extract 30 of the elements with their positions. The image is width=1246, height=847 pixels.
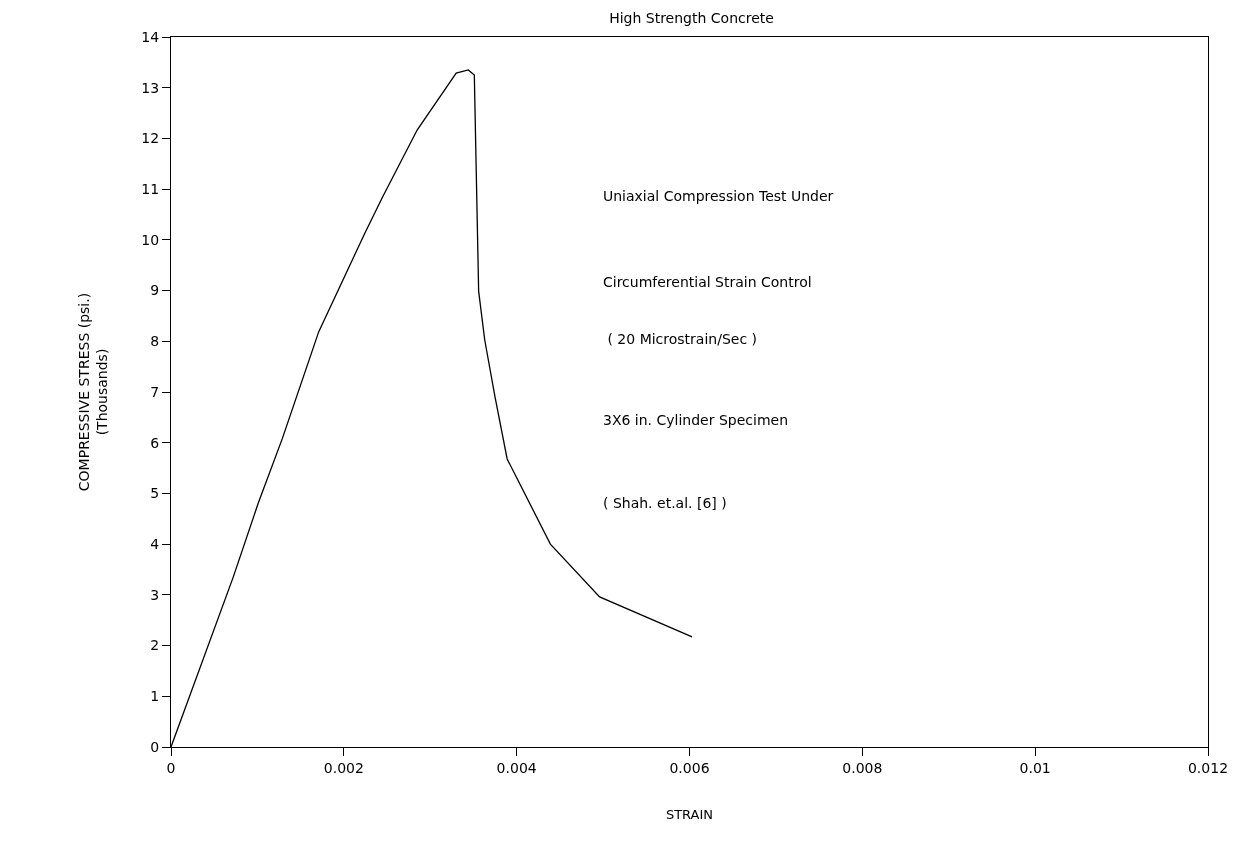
y-tick-label: 3 xyxy=(150,586,160,603)
annotation: ( Shah. et.al. [6] ) xyxy=(603,495,727,511)
y-tick-label: 11 xyxy=(141,181,160,198)
x-tick-label: 0.01 xyxy=(1019,759,1051,776)
annotation: Circumferential Strain Control xyxy=(603,274,812,290)
x-tick-label: 0.006 xyxy=(669,759,710,776)
y-tick-label: 4 xyxy=(150,536,160,553)
y-tick-label: 7 xyxy=(150,383,160,400)
y-tick-label: 8 xyxy=(150,333,160,350)
y-tick-label: 6 xyxy=(150,434,160,451)
x-tick-label: 0 xyxy=(166,759,176,776)
annotation: Uniaxial Compression Test Under xyxy=(603,188,834,204)
y-tick-label: 10 xyxy=(141,231,160,248)
x-axis-title: STRAIN xyxy=(665,807,714,823)
y-tick-label: 9 xyxy=(150,282,160,299)
x-tick-label: 0.012 xyxy=(1187,759,1229,776)
annotation: 3X6 in. Cylinder Specimen xyxy=(603,412,789,428)
x-tick-label: 0.008 xyxy=(842,759,883,776)
y-tick-label: 5 xyxy=(150,485,160,502)
y-tick-label: 0 xyxy=(150,738,160,755)
y-tick-label: 12 xyxy=(141,130,160,147)
y-tick-label: 13 xyxy=(141,79,160,96)
y-tick-label: 14 xyxy=(141,28,160,45)
x-tick-label: 0.002 xyxy=(323,759,364,776)
y-axis-title: COMPRESSIVE STRESS (psi.) (Thousands) xyxy=(75,292,110,492)
annotation: ( 20 Microstrain/Sec ) xyxy=(603,331,758,347)
y-tick-label: 1 xyxy=(150,688,160,705)
y-tick-label: 2 xyxy=(150,637,160,654)
chart-title: High Strength Concrete xyxy=(609,9,774,26)
x-tick-label: 0.004 xyxy=(496,759,537,776)
